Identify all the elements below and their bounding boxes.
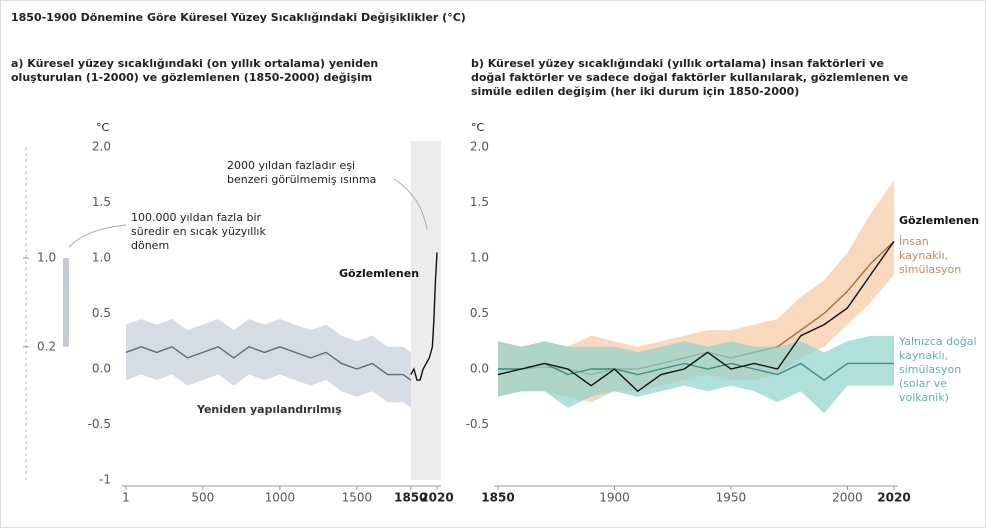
range-bar — [63, 258, 69, 347]
y-tick-label: 1.5 — [92, 195, 111, 209]
y-tick-label: 1.0 — [470, 251, 489, 265]
x-tick-label: 1 — [122, 491, 130, 505]
uncertainty-band — [498, 335, 894, 414]
series-label: Gözlemlenen — [339, 267, 420, 280]
series-label: İnsan kaynaklı, simülasyon — [899, 235, 962, 276]
x-tick-label: 2000 — [832, 491, 863, 505]
y-tick-label: 2.0 — [470, 140, 489, 154]
x-tick-label: 1500 — [342, 491, 373, 505]
range-label: 1.0 — [37, 251, 56, 265]
y-tick-label: 1.0 — [92, 251, 111, 265]
annotation: 100.000 yıldan fazla bir süredir en sıca… — [131, 211, 266, 252]
y-tick-label: -1 — [99, 473, 111, 487]
series-line — [125, 346, 412, 381]
x-tick-label: 2020 — [877, 491, 910, 505]
y-tick-label: 0.5 — [470, 306, 489, 320]
panel-a-title: a) Küresel yüzey sıcaklığındaki (on yıll… — [11, 57, 379, 84]
y-tick-label: 0.0 — [92, 362, 111, 376]
uncertainty-band — [126, 319, 411, 408]
series-label: Gözlemlenen — [899, 214, 980, 227]
x-tick-label: 500 — [191, 491, 214, 505]
annotation: 2000 yıldan fazladır eşi benzeri görülme… — [227, 159, 377, 186]
panel-b-title: b) Küresel yüzey sıcaklığındaki (yıllık … — [471, 57, 909, 98]
y-tick-label: 0.0 — [470, 362, 489, 376]
x-tick-label: 2020 — [420, 491, 453, 505]
range-label: 0.2 — [37, 339, 56, 353]
y-tick-label: 2.0 — [92, 140, 111, 154]
observed-period-shade — [410, 141, 441, 480]
arrow — [393, 178, 428, 230]
x-tick-label: 1000 — [265, 491, 296, 505]
series-line — [497, 240, 895, 393]
y-unit: °C — [471, 121, 485, 134]
y-tick-label: 1.5 — [470, 195, 489, 209]
y-tick-label: -0.5 — [88, 417, 111, 431]
y-unit: °C — [96, 121, 110, 134]
series-line — [410, 252, 438, 381]
series-line — [498, 362, 894, 381]
y-tick-label: 0.5 — [92, 306, 111, 320]
x-tick-label: 1850 — [481, 491, 514, 505]
arrow — [68, 224, 127, 248]
x-tick-label: 1900 — [599, 491, 630, 505]
series-label: Yeniden yapılandırılmış — [197, 403, 342, 416]
series-label: Yalnızca doğal kaynaklı, simülasyon (sol… — [899, 335, 977, 404]
y-tick-label: -0.5 — [466, 417, 489, 431]
x-tick-label: 1950 — [716, 491, 747, 505]
page-title: 1850-1900 Dönemine Göre Küresel Yüzey Sı… — [11, 11, 466, 24]
x-tick-label: 1850 — [394, 491, 427, 505]
